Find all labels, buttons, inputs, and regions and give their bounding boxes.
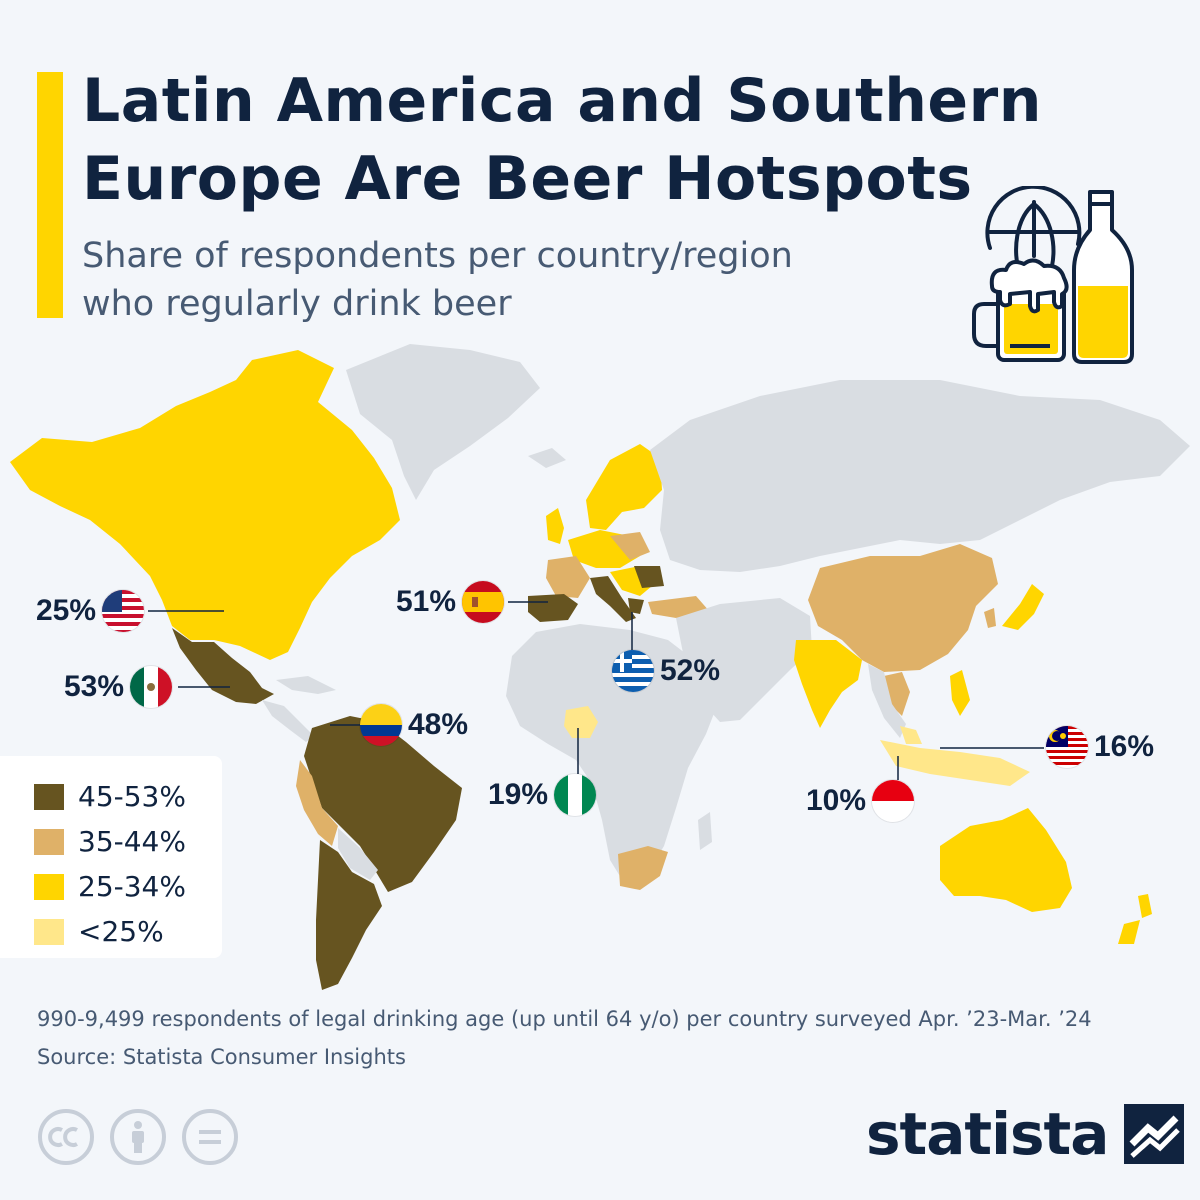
- page-title: Latin America and Southern Europe Are Be…: [82, 62, 1082, 218]
- legend-label: <25%: [78, 915, 164, 948]
- footnote: 990-9,499 respondents of legal drinking …: [37, 1000, 1187, 1076]
- region-china: [808, 544, 998, 672]
- region-nigeria: [564, 706, 598, 738]
- beer-mug-icon: [972, 258, 1069, 362]
- legend-label: 45-53%: [78, 780, 186, 813]
- legend-swatch: [34, 873, 64, 900]
- spain-flag-icon: [462, 581, 505, 623]
- callout-indonesia: 10%: [806, 780, 915, 822]
- region-africa: [506, 624, 720, 886]
- usa-value: 25%: [36, 594, 97, 627]
- region-peru: [296, 760, 338, 846]
- legend-item: 25-34%: [34, 864, 222, 909]
- mexico-flag-icon: [130, 666, 173, 708]
- legend-swatch: [34, 918, 64, 945]
- title-line-2: Europe Are Beer Hotspots: [82, 144, 973, 214]
- legend-item: 45-53%: [34, 774, 222, 819]
- survey-note: 990-9,499 respondents of legal drinking …: [37, 1007, 1092, 1031]
- region-madagascar: [698, 812, 712, 850]
- legend-label: 25-34%: [78, 870, 186, 903]
- region-bolivia: [338, 828, 378, 880]
- brand-name: statista: [866, 1100, 1109, 1168]
- region-se-asia: [868, 664, 906, 738]
- colombia-value: 48%: [408, 708, 469, 741]
- region-malaysia: [900, 726, 922, 744]
- region-korea: [984, 608, 996, 628]
- region-mexico: [172, 628, 274, 704]
- subtitle-line-2: who regularly drink beer: [82, 284, 512, 324]
- colombia-flag-icon: [360, 704, 402, 746]
- region-japan: [1002, 584, 1044, 630]
- map-legend: 45-53% 35-44% 25-34% <25%: [0, 756, 222, 958]
- accent-bar: [37, 72, 63, 318]
- region-australia: [940, 808, 1072, 912]
- license-icons: [37, 1108, 239, 1166]
- region-philippines: [950, 670, 970, 716]
- indonesia-value: 10%: [806, 784, 867, 817]
- region-france: [546, 556, 590, 598]
- title-line-1: Latin America and Southern: [82, 66, 1042, 136]
- region-italy: [590, 576, 636, 622]
- indonesia-flag-icon: [872, 780, 915, 822]
- region-romania: [634, 566, 664, 588]
- subtitle-line-1: Share of respondents per country/region: [82, 236, 793, 276]
- region-scandinavia: [586, 444, 662, 530]
- malaysia-value: 16%: [1094, 730, 1155, 763]
- callout-colombia: 48%: [360, 704, 468, 746]
- callout-spain: 51%: [396, 581, 505, 623]
- creative-commons-icon[interactable]: [37, 1108, 95, 1166]
- nigeria-flag-icon: [554, 774, 597, 816]
- region-new-zealand: [1118, 894, 1152, 944]
- region-iceland: [528, 448, 566, 468]
- region-south-america-brazil: [304, 716, 462, 892]
- statista-logo[interactable]: statista: [866, 1100, 1185, 1168]
- legend-label: 35-44%: [78, 825, 186, 858]
- statista-mark-icon: [1124, 1104, 1185, 1164]
- callout-mexico: 53%: [64, 666, 173, 708]
- source-line: Source: Statista Consumer Insights: [37, 1045, 406, 1069]
- legend-swatch: [34, 828, 64, 855]
- callout-nigeria: 19%: [488, 774, 597, 816]
- greece-flag-icon: [612, 650, 654, 692]
- world-map: [10, 344, 1190, 990]
- region-southern-cone: [316, 840, 382, 990]
- region-india: [794, 640, 862, 728]
- mexico-value: 53%: [64, 670, 125, 703]
- beer-globe-illustration: [972, 186, 1134, 364]
- attribution-icon[interactable]: [109, 1108, 167, 1166]
- legend-swatch: [34, 783, 64, 810]
- usa-flag-icon: [102, 590, 145, 632]
- region-russia: [650, 380, 1190, 572]
- greece-value: 52%: [660, 654, 721, 687]
- region-south-africa: [618, 846, 668, 890]
- legend-item: <25%: [34, 909, 222, 954]
- legend-item: 35-44%: [34, 819, 222, 864]
- region-thailand: [884, 672, 910, 716]
- region-spain: [528, 594, 578, 622]
- malaysia-flag-icon: [1046, 726, 1088, 768]
- callout-malaysia: 16%: [1046, 726, 1154, 768]
- region-indonesia: [880, 740, 1030, 786]
- region-caribbean: [276, 676, 336, 694]
- subtitle: Share of respondents per country/region …: [82, 232, 882, 328]
- region-north-america: [10, 350, 400, 660]
- no-derivatives-icon[interactable]: [181, 1108, 239, 1166]
- callout-greece: 52%: [612, 650, 720, 692]
- nigeria-value: 19%: [488, 778, 549, 811]
- region-greece: [628, 598, 644, 614]
- region-greenland: [346, 344, 540, 500]
- spain-value: 51%: [396, 585, 457, 618]
- callout-usa: 25%: [36, 590, 145, 632]
- region-uk: [546, 508, 564, 544]
- beer-bottle-icon: [1072, 190, 1134, 364]
- region-poland: [610, 532, 650, 560]
- region-central-america: [262, 700, 314, 742]
